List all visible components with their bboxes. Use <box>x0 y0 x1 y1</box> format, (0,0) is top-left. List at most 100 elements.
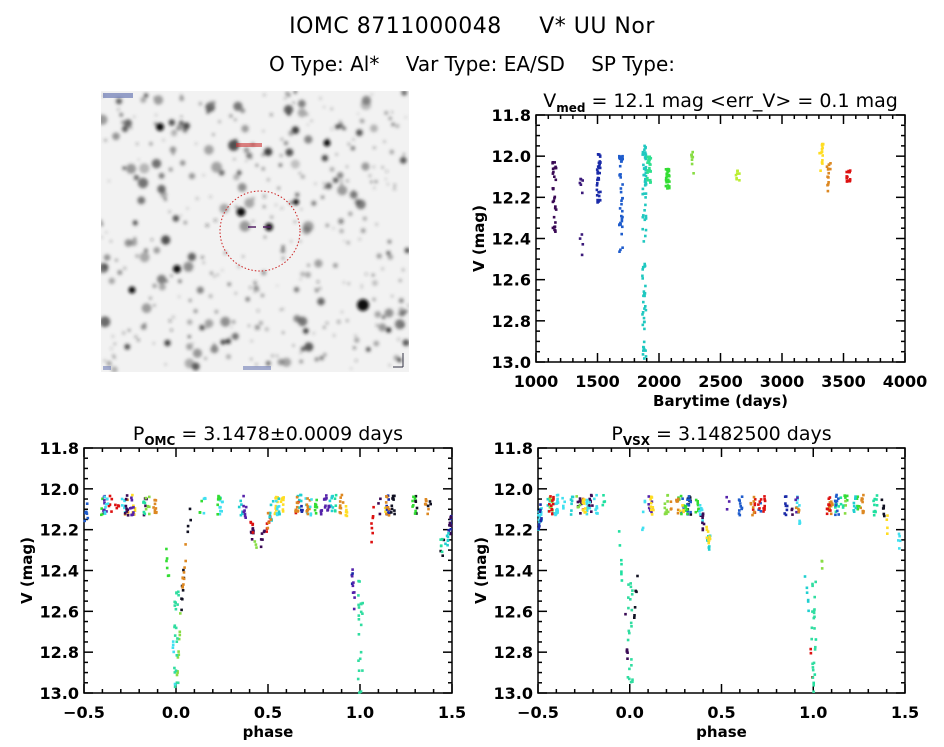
star <box>370 124 378 133</box>
star <box>384 308 394 318</box>
data-point <box>643 262 646 266</box>
data-point <box>588 506 592 510</box>
data-point <box>621 196 624 200</box>
data-point <box>835 493 838 497</box>
star <box>381 315 386 320</box>
star <box>393 355 400 361</box>
star <box>164 363 167 366</box>
star <box>251 219 255 223</box>
data-point <box>280 497 284 501</box>
data-point <box>641 187 645 191</box>
data-point <box>105 510 108 513</box>
data-point <box>585 509 589 513</box>
data-point <box>701 514 705 517</box>
data-point <box>798 519 801 523</box>
data-point <box>344 505 348 508</box>
data-point <box>690 155 694 158</box>
y-tick-label: 11.8 <box>40 439 79 458</box>
star <box>337 320 341 324</box>
data-point <box>576 505 580 509</box>
y-tick-label: 12.4 <box>492 230 531 249</box>
data-point <box>186 530 190 534</box>
star <box>340 180 343 183</box>
star <box>300 208 303 211</box>
data-point <box>649 163 652 166</box>
star <box>398 298 404 304</box>
data-point <box>677 497 680 501</box>
star <box>277 186 281 190</box>
data-point <box>85 512 89 515</box>
star <box>292 344 295 347</box>
star <box>163 197 167 201</box>
star <box>281 256 285 260</box>
data-point <box>330 495 334 498</box>
data-point <box>547 510 551 513</box>
data-point <box>698 504 702 507</box>
data-point <box>553 206 557 210</box>
data-point <box>171 640 175 643</box>
data-point <box>707 548 711 551</box>
data-point <box>784 504 788 508</box>
data-point <box>825 165 829 168</box>
data-point <box>690 153 693 157</box>
data-point <box>751 506 755 509</box>
data-point <box>361 669 364 672</box>
y-tick-label: 12.2 <box>492 188 531 207</box>
data-point <box>690 158 694 161</box>
star <box>360 118 365 124</box>
data-point <box>705 525 708 529</box>
data-point <box>319 509 323 513</box>
star <box>356 129 363 137</box>
data-point <box>360 602 363 606</box>
data-point <box>167 574 171 577</box>
data-point <box>692 172 695 175</box>
data-point <box>886 532 889 535</box>
plot-frame <box>83 447 453 694</box>
data-point <box>551 172 555 175</box>
y-tick-label: 13.0 <box>40 684 79 703</box>
data-point <box>176 603 179 606</box>
data-point <box>583 498 586 501</box>
data-point <box>553 225 556 229</box>
star <box>322 326 326 329</box>
data-point <box>759 501 762 505</box>
data-point <box>882 504 886 508</box>
star <box>161 235 171 245</box>
data-point <box>84 510 88 514</box>
x-tick-label: −0.5 <box>63 703 105 722</box>
star <box>137 196 146 205</box>
data-point <box>830 500 833 503</box>
plot-phase-vsx: PVSX = 3.1482500 days −0.5 0.0 0.5 1.0 1.5 11.… <box>472 423 919 741</box>
data-point <box>413 497 417 500</box>
data-point <box>218 505 222 509</box>
star <box>229 114 233 118</box>
star <box>254 362 258 366</box>
y-tick-label: 12.6 <box>40 602 79 621</box>
y-tick-label: 12.0 <box>492 147 531 166</box>
data-point <box>626 657 629 660</box>
data-point <box>184 543 187 546</box>
data-point <box>184 559 187 563</box>
data-point <box>705 536 709 540</box>
data-point <box>707 539 711 542</box>
data-point <box>598 154 602 158</box>
star <box>183 122 190 130</box>
data-point <box>650 495 653 499</box>
star <box>160 191 168 199</box>
star <box>103 254 111 261</box>
data-point <box>814 580 817 584</box>
y-tick-label: 12.0 <box>494 480 533 499</box>
data-point <box>267 521 270 524</box>
data-point <box>411 499 414 503</box>
star <box>349 190 358 199</box>
data-point <box>763 504 766 508</box>
star <box>101 219 103 223</box>
star <box>188 173 196 180</box>
data-point <box>642 290 646 293</box>
data-point <box>341 501 345 504</box>
data-point <box>601 503 605 507</box>
data-point <box>361 601 364 605</box>
data-point <box>684 506 687 509</box>
data-point <box>834 506 837 509</box>
data-point <box>620 199 623 202</box>
